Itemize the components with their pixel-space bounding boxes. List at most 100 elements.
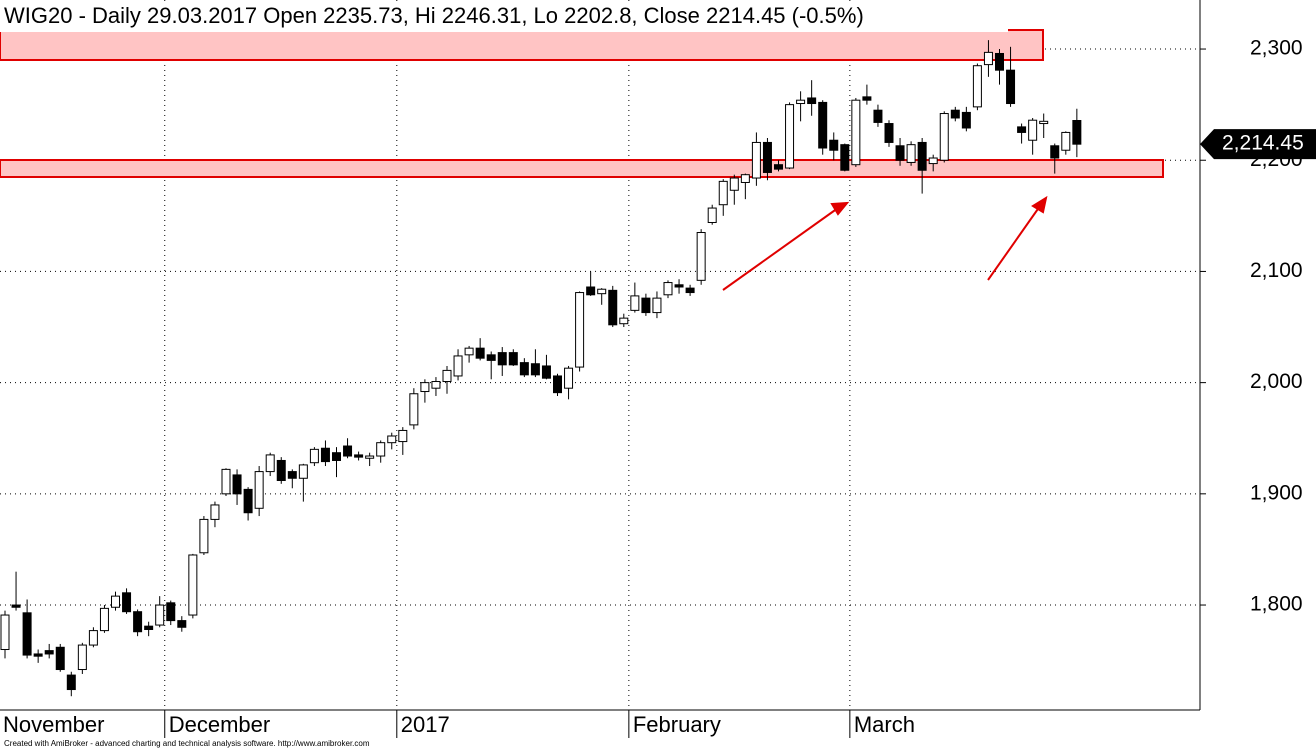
candle-body [939,113,949,161]
candle-body [807,97,817,105]
x-tick-label: March [854,712,915,737]
candle-body [133,611,143,633]
candle-body [177,620,187,628]
candle-body [796,99,806,105]
resistance-zone [0,29,1044,61]
candle-body [696,232,706,281]
candle-body [586,286,596,296]
candle-body [155,604,165,626]
candle-body [917,141,927,171]
y-tick-label: 2,100 [1250,259,1303,282]
candle-body [0,614,10,651]
candle-body [111,595,120,608]
candle-body [343,445,353,457]
candle-body [972,65,982,108]
candle-body [983,51,993,66]
candle-body [475,347,485,359]
candle-body [210,504,220,520]
candle-body [464,347,474,356]
candle-body [99,607,109,632]
candle-body [199,518,209,554]
candle-body [685,287,695,294]
candle-body [663,282,673,296]
candle-body [332,452,341,461]
candle-body [320,447,330,463]
candle-body [298,464,308,479]
candle-body [276,459,286,481]
candle-body [829,139,839,151]
annotation-arrows [722,195,1048,291]
candle-body [862,96,872,101]
candle-body [453,355,463,377]
candle-body [762,141,772,173]
candle-body [564,367,574,389]
candle-body [851,99,861,166]
candle-body [33,653,43,657]
x-tick-label: December [169,712,270,737]
candle-body [398,429,408,443]
candle-body [718,180,728,206]
candle-body [497,352,507,366]
support-zone [0,159,1164,178]
candle-body [895,145,905,161]
y-tick-label: 2,300 [1250,37,1303,60]
candle-body [188,554,198,616]
candle-body [1072,120,1082,145]
candle-body [873,109,883,123]
candle-body [309,448,319,464]
y-tick-label: 1,800 [1250,593,1303,616]
candle-body [619,317,629,325]
candle-body [608,289,618,326]
candle-body [254,471,264,509]
candle-body [729,177,739,191]
candle-body [541,365,551,379]
title-background [0,2,1008,32]
candle-body [597,288,607,295]
arrow [722,207,839,291]
candle-body [1061,131,1071,151]
candle-body [1039,120,1049,125]
candle-body [575,292,585,368]
candle-body [818,101,828,149]
x-tick-label: November [3,712,104,737]
candle-body [995,52,1004,71]
y-tick-label: 2,000 [1250,370,1303,393]
candle-body [243,488,253,514]
candle-body [409,393,419,426]
candle-body [387,435,397,444]
candle-body [641,297,651,314]
candle-body [950,109,960,119]
footer: Created with AmiBroker - advanced charti… [4,739,370,748]
candle-body [354,454,364,458]
candle-body [88,630,98,646]
candle-body [11,604,21,608]
candle-body [928,157,938,165]
candle-body [420,382,430,393]
candle-body [486,354,496,361]
candle-body [55,646,65,671]
arrow-head [1031,195,1048,214]
x-tick-label: February [633,712,721,737]
candle-body [442,369,452,383]
candle-body [365,455,375,459]
candle-body [232,474,242,495]
candle-body [884,123,894,143]
candle-body [431,381,441,389]
candle-body [1017,126,1027,133]
candle-body [906,144,916,163]
candle-body [740,174,750,183]
candle-body [287,471,297,479]
candles [0,40,1082,697]
chart-title: WIG20 - Daily 29.03.2017 Open 2235.73, H… [4,3,864,28]
candle-body [630,295,640,311]
last-price-label: 2,214.45 [1222,132,1304,155]
candle-body [530,363,540,376]
candle-body [674,284,684,288]
candle-body [44,650,54,655]
candle-body [1028,119,1038,141]
candle-body [66,674,76,691]
candle-body [751,141,761,179]
